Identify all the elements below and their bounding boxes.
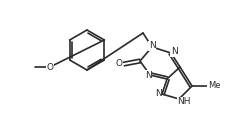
Text: O: O (47, 62, 54, 71)
Text: O: O (115, 59, 122, 68)
Text: NH: NH (177, 98, 191, 107)
Text: Me: Me (208, 82, 220, 91)
Text: N: N (155, 90, 161, 99)
Text: N: N (171, 47, 177, 57)
Text: N: N (145, 71, 151, 79)
Text: N: N (149, 42, 155, 50)
